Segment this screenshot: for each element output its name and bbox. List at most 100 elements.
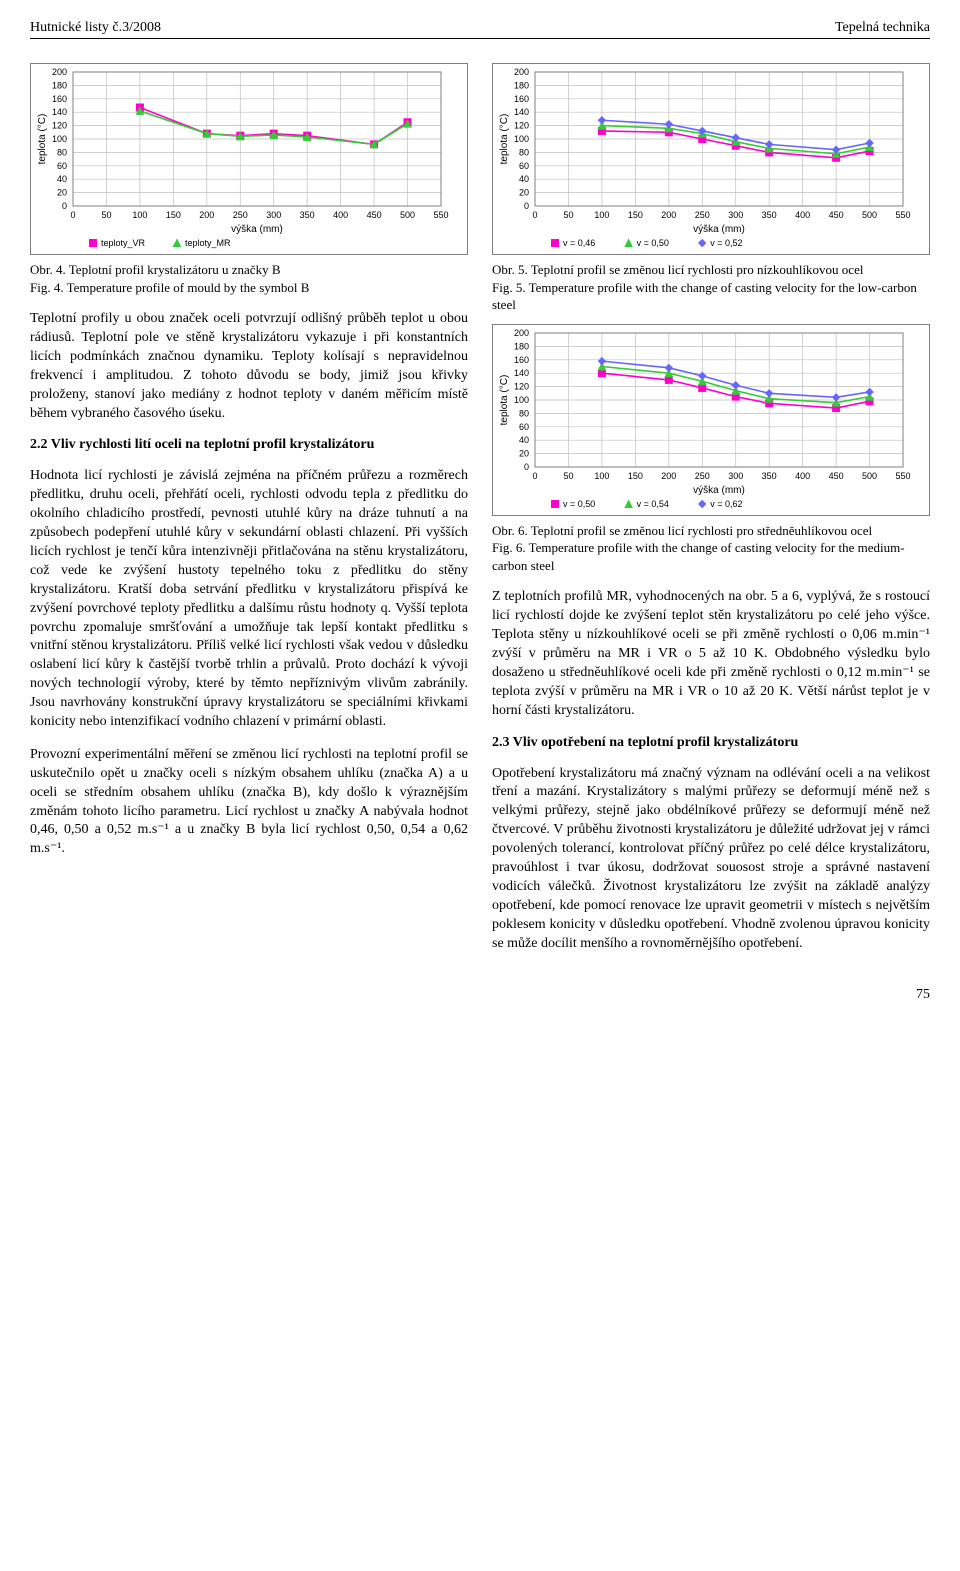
page-number: 75 bbox=[30, 987, 930, 1003]
svg-text:80: 80 bbox=[57, 147, 67, 157]
fig4-caption: Obr. 4. Teplotní profil krystalizátoru u… bbox=[30, 261, 468, 296]
svg-text:20: 20 bbox=[519, 188, 529, 198]
svg-text:v = 0,46: v = 0,46 bbox=[563, 238, 595, 248]
svg-text:40: 40 bbox=[519, 174, 529, 184]
svg-text:140: 140 bbox=[514, 107, 529, 117]
svg-text:450: 450 bbox=[829, 210, 844, 220]
svg-text:350: 350 bbox=[762, 210, 777, 220]
svg-text:150: 150 bbox=[628, 210, 643, 220]
svg-text:160: 160 bbox=[514, 94, 529, 104]
svg-text:teploty_VR: teploty_VR bbox=[101, 238, 146, 248]
svg-text:350: 350 bbox=[300, 210, 315, 220]
svg-text:0: 0 bbox=[524, 201, 529, 211]
svg-text:140: 140 bbox=[52, 107, 67, 117]
svg-text:0: 0 bbox=[532, 210, 537, 220]
svg-text:500: 500 bbox=[862, 210, 877, 220]
chart-5: 0501001502002503003504004505005500204060… bbox=[492, 63, 930, 255]
header-right: Tepelná technika bbox=[835, 20, 930, 36]
svg-text:0: 0 bbox=[62, 201, 67, 211]
svg-text:200: 200 bbox=[199, 210, 214, 220]
svg-text:50: 50 bbox=[101, 210, 111, 220]
svg-text:teplota (°C): teplota (°C) bbox=[499, 374, 510, 425]
svg-text:300: 300 bbox=[266, 210, 281, 220]
fig5-caption: Obr. 5. Teplotní profil se změnou licí r… bbox=[492, 261, 930, 314]
right-column: 0501001502002503003504004505005500204060… bbox=[492, 57, 930, 967]
svg-text:teploty_MR: teploty_MR bbox=[185, 238, 231, 248]
svg-text:400: 400 bbox=[795, 471, 810, 481]
fig5-en: Fig. 5. Temperature profile with the cha… bbox=[492, 280, 917, 313]
svg-text:100: 100 bbox=[514, 134, 529, 144]
left-column: 0501001502002503003504004505005500204060… bbox=[30, 57, 468, 967]
svg-text:100: 100 bbox=[514, 395, 529, 405]
svg-text:400: 400 bbox=[333, 210, 348, 220]
svg-text:200: 200 bbox=[661, 210, 676, 220]
svg-text:550: 550 bbox=[895, 471, 910, 481]
svg-text:20: 20 bbox=[519, 448, 529, 458]
fig6-caption: Obr. 6. Teplotní profil se změnou licí r… bbox=[492, 522, 930, 575]
svg-text:180: 180 bbox=[52, 80, 67, 90]
svg-text:v = 0,50: v = 0,50 bbox=[563, 499, 595, 509]
svg-text:100: 100 bbox=[594, 471, 609, 481]
header-left: Hutnické listy č.3/2008 bbox=[30, 20, 161, 36]
paragraph-4: Z teplotních profilů MR, vyhodnocených n… bbox=[492, 588, 930, 720]
svg-text:100: 100 bbox=[52, 134, 67, 144]
svg-text:450: 450 bbox=[367, 210, 382, 220]
fig5-cz: Obr. 5. Teplotní profil se změnou licí r… bbox=[492, 262, 863, 277]
svg-text:300: 300 bbox=[728, 210, 743, 220]
fig6-cz: Obr. 6. Teplotní profil se změnou licí r… bbox=[492, 523, 872, 538]
page-header: Hutnické listy č.3/2008 Tepelná technika bbox=[30, 20, 930, 39]
paragraph-5: Opotřebení krystalizátoru má značný význ… bbox=[492, 765, 930, 954]
svg-text:v = 0,50: v = 0,50 bbox=[637, 238, 669, 248]
svg-text:60: 60 bbox=[519, 161, 529, 171]
chart-4: 0501001502002503003504004505005500204060… bbox=[30, 63, 468, 255]
svg-text:450: 450 bbox=[829, 471, 844, 481]
fig6-en: Fig. 6. Temperature profile with the cha… bbox=[492, 540, 905, 573]
svg-text:40: 40 bbox=[57, 174, 67, 184]
svg-text:180: 180 bbox=[514, 80, 529, 90]
svg-text:120: 120 bbox=[514, 381, 529, 391]
svg-text:150: 150 bbox=[628, 471, 643, 481]
svg-text:550: 550 bbox=[433, 210, 448, 220]
svg-text:350: 350 bbox=[762, 471, 777, 481]
svg-text:v = 0,52: v = 0,52 bbox=[710, 238, 742, 248]
svg-text:0: 0 bbox=[524, 462, 529, 472]
svg-text:120: 120 bbox=[514, 121, 529, 131]
svg-text:teplota (°C): teplota (°C) bbox=[37, 114, 48, 165]
paragraph-3: Provozní experimentální měření se změnou… bbox=[30, 746, 468, 859]
svg-text:0: 0 bbox=[70, 210, 75, 220]
svg-text:0: 0 bbox=[532, 471, 537, 481]
svg-text:100: 100 bbox=[132, 210, 147, 220]
two-column-layout: 0501001502002503003504004505005500204060… bbox=[30, 57, 930, 967]
svg-text:550: 550 bbox=[895, 210, 910, 220]
svg-text:250: 250 bbox=[695, 471, 710, 481]
fig4-cz: Obr. 4. Teplotní profil krystalizátoru u… bbox=[30, 262, 281, 277]
svg-text:teplota (°C): teplota (°C) bbox=[499, 114, 510, 165]
paragraph-1: Teplotní profily u obou značek oceli pot… bbox=[30, 310, 468, 423]
svg-text:v = 0,62: v = 0,62 bbox=[710, 499, 742, 509]
svg-text:40: 40 bbox=[519, 435, 529, 445]
svg-text:80: 80 bbox=[519, 147, 529, 157]
svg-text:500: 500 bbox=[400, 210, 415, 220]
svg-text:výška (mm): výška (mm) bbox=[693, 485, 745, 496]
svg-text:160: 160 bbox=[514, 354, 529, 364]
svg-text:500: 500 bbox=[862, 471, 877, 481]
fig4-en: Fig. 4. Temperature profile of mould by … bbox=[30, 280, 309, 295]
svg-text:180: 180 bbox=[514, 341, 529, 351]
svg-text:80: 80 bbox=[519, 408, 529, 418]
svg-text:400: 400 bbox=[795, 210, 810, 220]
svg-text:60: 60 bbox=[57, 161, 67, 171]
svg-text:200: 200 bbox=[52, 67, 67, 77]
svg-text:200: 200 bbox=[514, 67, 529, 77]
paragraph-2: Hodnota licí rychlosti je závislá zejmén… bbox=[30, 467, 468, 731]
section-2-2: 2.2 Vliv rychlosti lití oceli na teplotn… bbox=[30, 437, 468, 453]
svg-text:100: 100 bbox=[594, 210, 609, 220]
section-2-3: 2.3 Vliv opotřebení na teplotní profil k… bbox=[492, 735, 930, 751]
svg-text:výška (mm): výška (mm) bbox=[231, 224, 283, 235]
svg-text:300: 300 bbox=[728, 471, 743, 481]
svg-text:150: 150 bbox=[166, 210, 181, 220]
svg-text:200: 200 bbox=[514, 328, 529, 338]
svg-text:výška (mm): výška (mm) bbox=[693, 224, 745, 235]
svg-text:120: 120 bbox=[52, 121, 67, 131]
svg-text:60: 60 bbox=[519, 421, 529, 431]
svg-text:160: 160 bbox=[52, 94, 67, 104]
